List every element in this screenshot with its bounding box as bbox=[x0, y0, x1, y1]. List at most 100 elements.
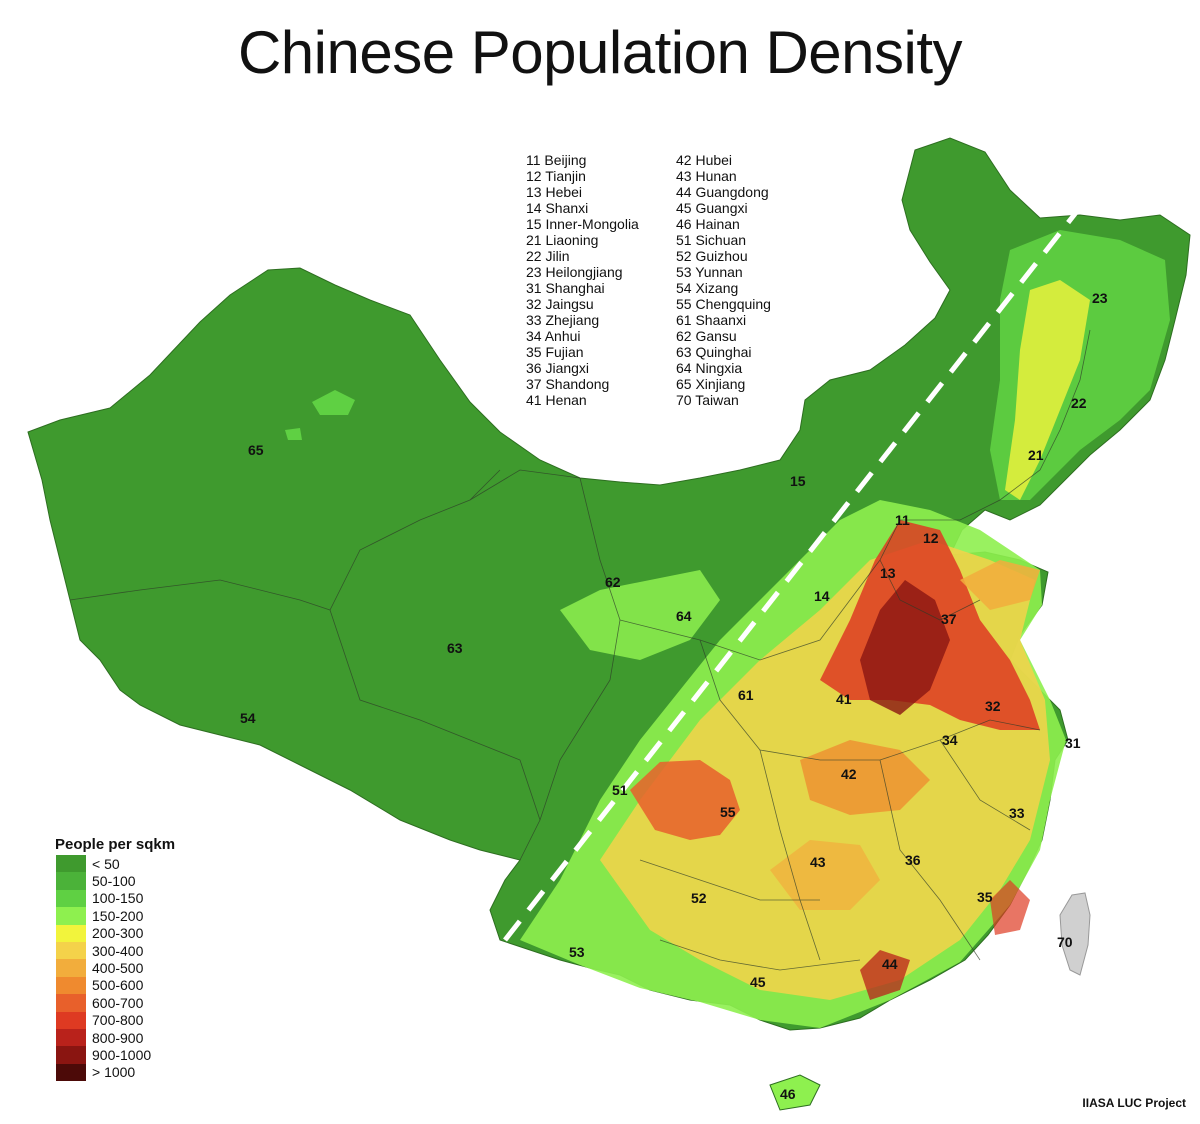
map-label-23: 23 bbox=[1092, 290, 1108, 306]
province-key-column-2: 42 Hubei 43 Hunan 44 Guangdong 45 Guangxi 46… bbox=[676, 152, 771, 408]
legend-label: 100-150 bbox=[92, 890, 144, 907]
legend-item: 300-400 bbox=[56, 941, 175, 960]
province-key-item: 13 Hebei bbox=[526, 184, 583, 200]
gansu-corridor bbox=[560, 570, 720, 660]
map-label-55: 55 bbox=[720, 804, 736, 820]
map-label-46: 46 bbox=[780, 1086, 796, 1102]
map-label-22: 22 bbox=[1071, 395, 1087, 411]
legend-label: 400-500 bbox=[92, 960, 144, 977]
sichuan-basin-red bbox=[630, 760, 740, 840]
province-key-item: 32 Jaingsu bbox=[526, 296, 594, 312]
shandong-peninsula bbox=[960, 560, 1040, 610]
credit-text: IIASA LUC Project bbox=[1082, 1096, 1186, 1110]
map-label-54: 54 bbox=[240, 710, 256, 726]
legend-item: 50-100 bbox=[56, 872, 175, 890]
legend-label: > 1000 bbox=[92, 1064, 136, 1081]
province-key-item: 11 Beijing bbox=[526, 152, 587, 168]
province-key-item: 62 Gansu bbox=[676, 328, 737, 344]
map-label-62: 62 bbox=[605, 574, 621, 590]
map-label-13: 13 bbox=[880, 565, 896, 581]
legend-swatch bbox=[56, 1063, 86, 1082]
province-key-item: 46 Hainan bbox=[676, 216, 740, 232]
hainan bbox=[769, 1074, 821, 1111]
province-key-item: 45 Guangxi bbox=[676, 200, 748, 216]
map-label-21: 21 bbox=[1028, 447, 1044, 463]
province-key-item: 21 Liaoning bbox=[526, 232, 599, 248]
province-key-item: 37 Shandong bbox=[526, 376, 610, 392]
map-label-42: 42 bbox=[841, 766, 857, 782]
legend-swatch bbox=[56, 1046, 86, 1064]
hubei-orange bbox=[800, 740, 930, 815]
legend-swatch bbox=[56, 941, 86, 960]
legend-swatch bbox=[56, 889, 86, 908]
legend-swatch bbox=[56, 855, 86, 873]
map-label-14: 14 bbox=[814, 588, 830, 604]
province-key-item: 43 Hunan bbox=[676, 168, 737, 184]
map-label-36: 36 bbox=[905, 852, 921, 868]
province-key-item: 23 Heilongjiang bbox=[526, 264, 623, 280]
legend-label: 600-700 bbox=[92, 994, 144, 1011]
legend-item: 700-800 bbox=[56, 1011, 175, 1029]
legend: People per sqkm < 50 50-100 100-150 150-200… bbox=[55, 836, 176, 1082]
province-key-item: 12 Tianjin bbox=[526, 168, 586, 184]
legend-label: 50-100 bbox=[92, 873, 136, 890]
map-label-53: 53 bbox=[569, 944, 585, 960]
hu-line bbox=[503, 208, 1080, 942]
province-key-item: 33 Zhejiang bbox=[526, 312, 600, 328]
map-label-64: 64 bbox=[676, 608, 692, 624]
legend-title: People per sqkm bbox=[55, 836, 176, 853]
province-key-item: 52 Guizhou bbox=[676, 248, 748, 264]
legend-swatch bbox=[56, 994, 86, 1012]
province-key-item: 36 Jiangxi bbox=[526, 360, 590, 376]
guangdong-red bbox=[860, 950, 910, 1000]
map-label-41: 41 bbox=[836, 691, 852, 707]
map-label-45: 45 bbox=[750, 974, 766, 990]
taiwan bbox=[1059, 892, 1091, 976]
province-key-item: 51 Sichuan bbox=[676, 232, 747, 248]
legend-swatch bbox=[56, 924, 86, 942]
map-label-63: 63 bbox=[447, 640, 463, 656]
legend-label: 900-1000 bbox=[92, 1046, 152, 1063]
province-key-item: 53 Yunnan bbox=[676, 264, 743, 280]
fujian-coast-red bbox=[990, 880, 1030, 935]
province-labels: 65 15 23 22 21 11 12 13 14 37 62 64 63 5… bbox=[240, 290, 1108, 1102]
xinjiang-spot-1 bbox=[312, 390, 355, 415]
province-key-item: 70 Taiwan bbox=[676, 392, 739, 408]
map-label-70: 70 bbox=[1057, 934, 1073, 950]
province-key-item: 44 Guangdong bbox=[676, 184, 769, 200]
legend-label: 300-400 bbox=[92, 942, 144, 959]
map-label-12: 12 bbox=[923, 530, 939, 546]
province-key-column-1: 11 Beijing 12 Tianjin 13 Hebei 14 Shanxi 15 … bbox=[526, 152, 639, 408]
legend-item: 900-1000 bbox=[56, 1046, 175, 1064]
province-key-item: 54 Xizang bbox=[676, 280, 739, 296]
map-label-52: 52 bbox=[691, 890, 707, 906]
province-key-item: 31 Shanghai bbox=[526, 280, 605, 296]
map-label-65: 65 bbox=[248, 442, 264, 458]
map-label-35: 35 bbox=[977, 889, 993, 905]
map-label-37: 37 bbox=[941, 611, 957, 627]
province-key-item: 64 Ningxia bbox=[676, 360, 743, 376]
province-key-item: 14 Shanxi bbox=[526, 200, 589, 216]
xinjiang-spot-2 bbox=[285, 428, 302, 440]
map-label-15: 15 bbox=[790, 473, 806, 489]
legend-item: 100-150 bbox=[56, 889, 175, 908]
legend-item: 150-200 bbox=[56, 907, 175, 925]
legend-rows: < 50 50-100 100-150 150-200 200-300 300-400 40… bbox=[56, 855, 175, 1082]
map-label-61: 61 bbox=[738, 687, 754, 703]
northeast-yellow bbox=[1005, 280, 1090, 500]
legend-swatch bbox=[56, 872, 86, 890]
legend-swatch bbox=[56, 976, 86, 995]
map-label-44: 44 bbox=[882, 956, 898, 972]
legend-swatch bbox=[56, 907, 86, 925]
legend-swatch bbox=[56, 959, 86, 977]
legend-label: 700-800 bbox=[92, 1012, 144, 1029]
legend-label: 800-900 bbox=[92, 1029, 144, 1046]
legend-item: 600-700 bbox=[56, 994, 175, 1012]
legend-item: > 1000 bbox=[56, 1063, 175, 1082]
legend-item: < 50 bbox=[56, 855, 175, 873]
province-key-item: 22 Jilin bbox=[526, 248, 570, 264]
province-key-item: 55 Chengquing bbox=[676, 296, 771, 312]
page-title: Chinese Population Density bbox=[237, 19, 963, 86]
legend-item: 200-300 bbox=[56, 924, 175, 942]
